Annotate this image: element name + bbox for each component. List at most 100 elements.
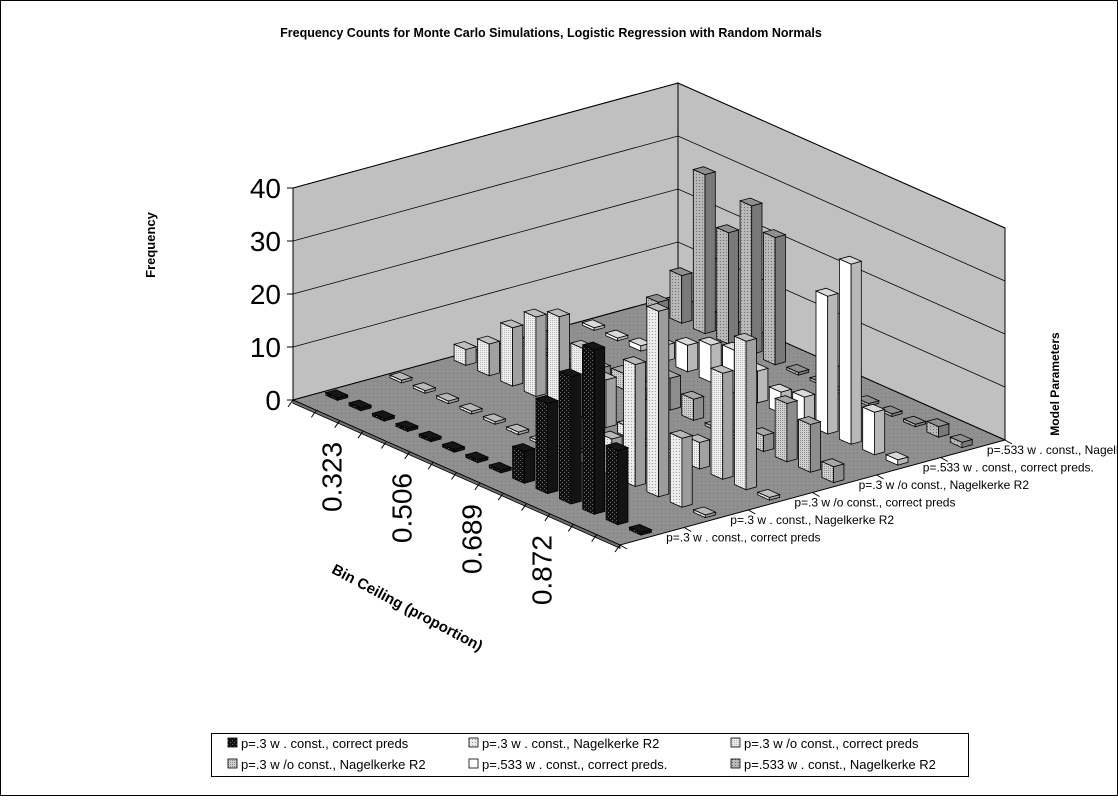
x-tick-mark: [567, 523, 574, 532]
bar-front-face: [692, 168, 706, 335]
legend-label: p=.533 w . const., Nagelkerke R2: [744, 757, 936, 772]
bar-side-face: [833, 463, 845, 484]
x-axis-ticks: 0.323 0.506 0.689 0.872: [287, 399, 621, 605]
legend-swatch: [730, 737, 741, 748]
legend-box: [211, 733, 969, 777]
bar-top-face: [628, 523, 653, 533]
bar-top-face: [878, 405, 904, 415]
bar-top-face: [756, 488, 781, 498]
bar-side-face: [757, 367, 769, 404]
bar: [435, 392, 460, 405]
bar: [324, 389, 349, 402]
bar: [838, 255, 863, 445]
x-tick-mark: [427, 461, 434, 470]
bar: [674, 336, 699, 373]
bar: [388, 371, 414, 384]
bar-side-face: [681, 272, 693, 324]
bar-top-face: [814, 287, 840, 297]
bar-side-face: [874, 408, 886, 456]
bars: [324, 166, 974, 536]
depth-tick-mark: [683, 527, 692, 532]
bar-top-face: [692, 506, 717, 516]
bar-top-face: [785, 363, 810, 373]
gridline: [292, 82, 1006, 229]
bar-top-face: [768, 383, 793, 393]
bar: [488, 461, 513, 474]
bar: [394, 420, 420, 433]
legend-label: p=.3 w /o const., correct preds: [744, 736, 919, 751]
bar: [452, 341, 478, 367]
bar-front-face: [547, 310, 560, 408]
legend-swatch: [227, 758, 238, 769]
bar-top-face: [581, 341, 606, 351]
bar: [499, 319, 525, 387]
bar-front-face: [739, 200, 753, 355]
bar: [715, 224, 740, 345]
bar-top-face: [452, 341, 478, 350]
bar-side-face: [809, 421, 821, 473]
bar-top-face: [820, 458, 846, 468]
depth-tick-mark: [940, 457, 949, 462]
bar-top-face: [458, 402, 484, 412]
bar-top-face: [791, 388, 816, 398]
bar-top-face: [692, 166, 717, 176]
bar: [464, 451, 490, 464]
x-tick-mark: [614, 544, 621, 553]
bar-side-face: [512, 324, 524, 387]
bar: [949, 433, 974, 449]
bar-front-face: [798, 418, 811, 473]
gridline: [292, 135, 1006, 282]
bar-front-face: [763, 231, 776, 366]
bar-top-face: [511, 443, 536, 452]
bar-top-face: [709, 364, 735, 374]
bar-top-face: [773, 395, 799, 404]
x-tick-mark: [287, 399, 294, 408]
bar: [692, 166, 717, 335]
bar-top-face: [441, 441, 466, 451]
bar: [581, 341, 606, 515]
bar-side-face: [850, 260, 862, 445]
bar-side-face: [669, 374, 681, 411]
bar: [418, 430, 443, 443]
depth-axis-label: Model Parameters: [1048, 332, 1062, 436]
depth-tick-mark: [748, 509, 756, 515]
bar-side-face: [605, 376, 617, 429]
bar-top-face: [581, 319, 606, 329]
bar-front-face: [774, 397, 788, 463]
bar: [534, 395, 560, 495]
bar-side-face: [722, 369, 734, 480]
bar-top-face: [435, 392, 460, 402]
bar-top-face: [505, 423, 530, 433]
depth-tick-label: p=.3 w . const., correct preds: [666, 530, 820, 544]
bar-top-face: [762, 229, 787, 238]
legend: p=.3 w . const., correct preds p=.3 w . c…: [211, 733, 969, 777]
floor-edge: [292, 399, 621, 549]
bar-top-face: [884, 451, 910, 461]
y-tick-label: 30: [250, 226, 281, 257]
bar-top-face: [698, 336, 723, 346]
bar-side-face: [704, 171, 716, 335]
bar-top-face: [388, 371, 414, 381]
bar: [347, 399, 373, 412]
bar-front-face: [862, 406, 875, 456]
bar: [820, 458, 846, 484]
bar: [581, 319, 606, 332]
bar-front-face: [535, 397, 549, 495]
gridline: [292, 241, 1006, 388]
bar: [680, 390, 705, 422]
bar-front-face: [710, 367, 724, 480]
bar-front-face: [669, 269, 683, 324]
bar-front-face: [477, 338, 490, 377]
bar-top-face: [949, 433, 974, 443]
bar-side-face: [594, 346, 606, 515]
bar-top-face: [622, 356, 647, 366]
depth-tick-label: p=.533 w . const., correct preds.: [923, 460, 1094, 474]
bar-top-face: [599, 430, 624, 440]
bar: [482, 413, 507, 425]
bar-top-face: [418, 430, 443, 440]
bar: [902, 415, 927, 428]
bar-front-face: [582, 344, 595, 515]
bar-side-face: [535, 313, 547, 398]
